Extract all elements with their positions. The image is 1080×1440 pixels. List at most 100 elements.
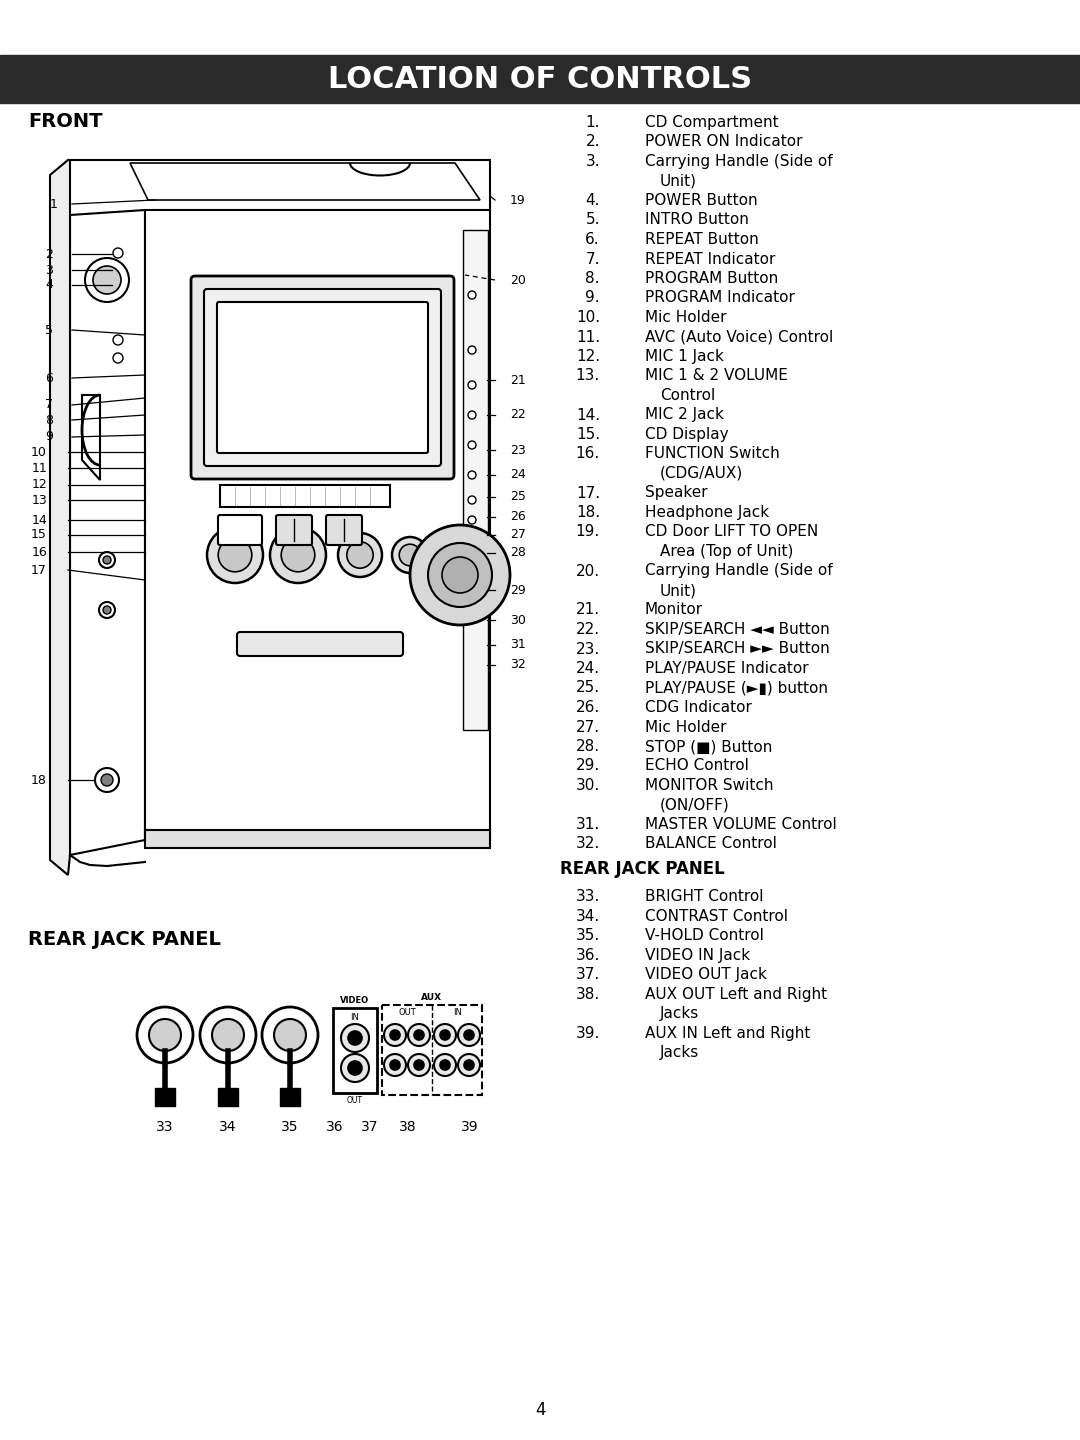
Circle shape xyxy=(468,410,476,419)
Text: POWER Button: POWER Button xyxy=(645,193,758,207)
Circle shape xyxy=(434,1024,456,1045)
Circle shape xyxy=(95,768,119,792)
Circle shape xyxy=(270,527,326,583)
Text: PLAY/PAUSE (►▮) button: PLAY/PAUSE (►▮) button xyxy=(645,681,828,696)
Text: Control: Control xyxy=(660,387,715,403)
Circle shape xyxy=(113,353,123,363)
Circle shape xyxy=(262,1007,318,1063)
Text: 17: 17 xyxy=(31,563,48,576)
Text: 36.: 36. xyxy=(576,948,600,963)
Text: 23: 23 xyxy=(510,444,526,456)
Text: REPEAT Button: REPEAT Button xyxy=(645,232,759,248)
Circle shape xyxy=(468,346,476,354)
Bar xyxy=(218,1089,238,1106)
Circle shape xyxy=(218,539,252,572)
Text: Speaker: Speaker xyxy=(645,485,707,501)
Text: 33: 33 xyxy=(157,1120,174,1135)
Circle shape xyxy=(434,1054,456,1076)
Circle shape xyxy=(468,441,476,449)
Circle shape xyxy=(102,775,113,786)
Circle shape xyxy=(99,602,114,618)
Text: FRONT: FRONT xyxy=(28,112,103,131)
Circle shape xyxy=(458,1024,480,1045)
Text: 10.: 10. xyxy=(576,310,600,325)
Text: 18.: 18. xyxy=(576,505,600,520)
Bar xyxy=(463,230,488,730)
Text: 29.: 29. xyxy=(576,759,600,773)
Text: OUT: OUT xyxy=(399,1008,416,1017)
Text: VIDEO IN Jack: VIDEO IN Jack xyxy=(645,948,751,963)
Text: BALANCE Control: BALANCE Control xyxy=(645,837,777,851)
Text: 21.: 21. xyxy=(576,602,600,618)
Text: 30: 30 xyxy=(510,613,526,626)
Text: 31: 31 xyxy=(510,638,526,651)
FancyBboxPatch shape xyxy=(217,302,428,454)
Text: VIDEO: VIDEO xyxy=(340,996,369,1005)
Circle shape xyxy=(428,543,492,608)
Text: 27: 27 xyxy=(510,528,526,541)
Circle shape xyxy=(281,539,314,572)
Text: 39.: 39. xyxy=(576,1025,600,1041)
Text: 8: 8 xyxy=(45,413,53,426)
Circle shape xyxy=(468,291,476,300)
Text: 7.: 7. xyxy=(585,252,600,266)
Polygon shape xyxy=(145,194,490,840)
Text: 29: 29 xyxy=(510,583,526,596)
Bar xyxy=(145,829,490,848)
Text: 4: 4 xyxy=(45,278,53,291)
Text: Carrying Handle (Side of: Carrying Handle (Side of xyxy=(645,154,833,168)
Text: IN: IN xyxy=(454,1008,462,1017)
Text: PROGRAM Button: PROGRAM Button xyxy=(645,271,779,287)
Text: 24: 24 xyxy=(510,468,526,481)
Text: CDG Indicator: CDG Indicator xyxy=(645,700,752,716)
Text: 15: 15 xyxy=(31,528,48,541)
Circle shape xyxy=(149,1020,181,1051)
FancyBboxPatch shape xyxy=(237,632,403,657)
Text: 27.: 27. xyxy=(576,720,600,734)
Text: 38: 38 xyxy=(400,1120,417,1135)
Text: 22.: 22. xyxy=(576,622,600,636)
Text: 22: 22 xyxy=(510,409,526,422)
Circle shape xyxy=(468,471,476,480)
Circle shape xyxy=(440,1060,450,1070)
Text: 5: 5 xyxy=(45,324,53,337)
Text: 1.: 1. xyxy=(585,115,600,130)
Text: Headphone Jack: Headphone Jack xyxy=(645,505,769,520)
Text: V-HOLD Control: V-HOLD Control xyxy=(645,929,764,943)
Polygon shape xyxy=(130,163,480,200)
Circle shape xyxy=(392,537,428,573)
Text: 18: 18 xyxy=(31,773,48,786)
Text: 16.: 16. xyxy=(576,446,600,461)
Circle shape xyxy=(338,533,382,577)
Text: 6: 6 xyxy=(45,372,53,384)
Text: PROGRAM Indicator: PROGRAM Indicator xyxy=(645,291,795,305)
Circle shape xyxy=(464,1060,474,1070)
Text: 19.: 19. xyxy=(576,524,600,540)
Text: MIC 1 & 2 VOLUME: MIC 1 & 2 VOLUME xyxy=(645,369,788,383)
Polygon shape xyxy=(50,160,70,876)
Text: Monitor: Monitor xyxy=(645,602,703,618)
Text: AUX IN Left and Right: AUX IN Left and Right xyxy=(645,1025,810,1041)
Circle shape xyxy=(468,382,476,389)
Text: Mic Holder: Mic Holder xyxy=(645,720,727,734)
Text: Unit): Unit) xyxy=(660,173,697,189)
Text: 3: 3 xyxy=(45,264,53,276)
Circle shape xyxy=(348,1031,362,1045)
Text: MONITOR Switch: MONITOR Switch xyxy=(645,778,773,793)
Text: 4: 4 xyxy=(535,1401,545,1418)
Text: 28.: 28. xyxy=(576,739,600,755)
Circle shape xyxy=(212,1020,244,1051)
Polygon shape xyxy=(70,194,145,855)
Text: ECHO Control: ECHO Control xyxy=(645,759,748,773)
Bar xyxy=(220,485,390,507)
Text: Carrying Handle (Side of: Carrying Handle (Side of xyxy=(645,563,833,579)
Text: 37.: 37. xyxy=(576,968,600,982)
Text: CD Display: CD Display xyxy=(645,428,729,442)
Text: 12.: 12. xyxy=(576,348,600,364)
FancyBboxPatch shape xyxy=(326,516,362,544)
Text: OUT: OUT xyxy=(347,1096,363,1104)
Text: Mic Holder: Mic Holder xyxy=(645,310,727,325)
Circle shape xyxy=(384,1054,406,1076)
Text: 11.: 11. xyxy=(576,330,600,344)
Text: 35.: 35. xyxy=(576,929,600,943)
